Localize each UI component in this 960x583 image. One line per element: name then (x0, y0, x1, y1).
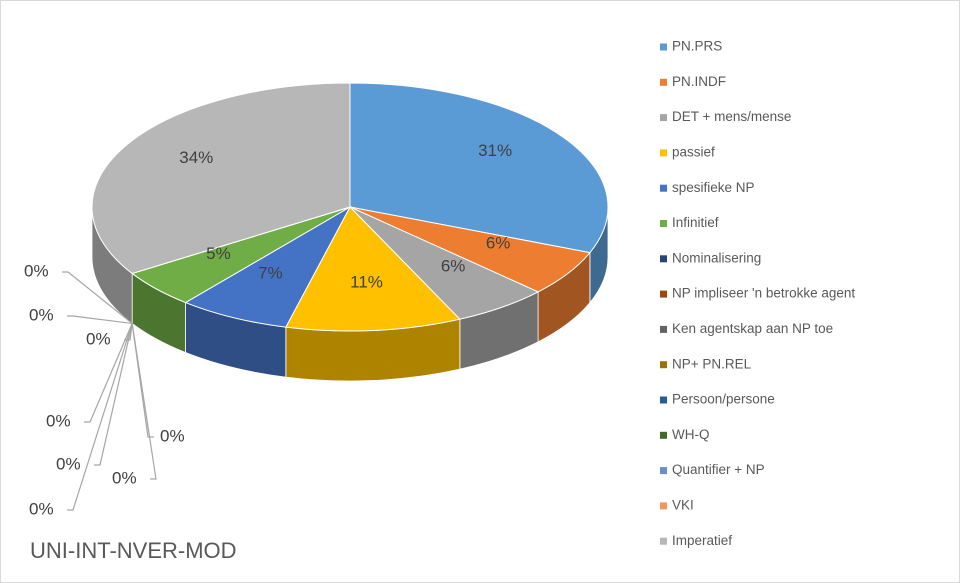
pie-slice (349, 82, 609, 254)
legend-swatch (660, 149, 667, 157)
legend-swatch (660, 361, 667, 369)
chart-title: UNI-INT-NVER-MOD (30, 538, 237, 563)
legend-swatch (660, 220, 667, 227)
legend-label: Imperatief (672, 533, 732, 548)
legend-swatch (660, 290, 667, 298)
data-label: 34% (179, 148, 213, 167)
legend-swatch (660, 396, 667, 404)
legend-label: PN.PRS (672, 39, 722, 54)
legend-swatch (660, 467, 667, 475)
pie-slice (91, 82, 351, 274)
legend-label: NP impliseer 'n betrokke agent (672, 286, 855, 301)
legend-swatch (660, 325, 667, 333)
data-label: 7% (258, 264, 283, 283)
data-label: 0% (86, 329, 111, 348)
data-label: 6% (486, 234, 511, 253)
legend-label: VKI (672, 497, 694, 512)
data-label: 0% (56, 454, 81, 473)
legend-label: passief (672, 144, 715, 159)
data-label: 0% (24, 261, 49, 280)
legend-swatch (660, 43, 667, 51)
pie-slice (184, 205, 352, 328)
legend-swatch (660, 502, 667, 510)
data-label: 0% (29, 499, 54, 518)
legend-swatch (660, 114, 667, 122)
data-label: 11% (350, 272, 383, 291)
legend-label: Quantifier + NP (672, 462, 765, 477)
legend-swatch (660, 431, 667, 439)
legend-label: WH-Q (672, 427, 710, 442)
data-label: 31% (478, 141, 512, 160)
data-label: 0% (29, 305, 54, 324)
data-label: 0% (112, 468, 137, 487)
leader-line (67, 323, 133, 511)
legend-label: spesifieke NP (672, 180, 755, 195)
legend-swatch (660, 78, 667, 86)
data-label: 6% (441, 257, 466, 276)
legend-swatch (660, 255, 667, 263)
legend-label: NP+ PN.REL (672, 356, 752, 371)
data-label: 5% (206, 244, 231, 263)
legend-label: PN.INDF (672, 74, 726, 89)
legend-label: Infinitief (672, 215, 719, 230)
leader-line (94, 323, 133, 466)
leader-line (62, 271, 133, 324)
pie-slice (285, 206, 461, 332)
legend-swatch (660, 184, 667, 192)
legend-label: Persoon/persone (672, 392, 775, 407)
legend-label: DET + mens/mense (672, 109, 791, 124)
leader-line (67, 315, 133, 325)
leader-line (84, 323, 133, 423)
leader-line (131, 323, 154, 438)
legend-label: Nominalisering (672, 250, 761, 265)
leader-line (131, 323, 157, 480)
legend-swatch (660, 537, 667, 545)
data-label: 0% (46, 411, 71, 430)
legend-label: Ken agentskap aan NP toe (672, 321, 833, 336)
data-label: 0% (160, 426, 185, 445)
